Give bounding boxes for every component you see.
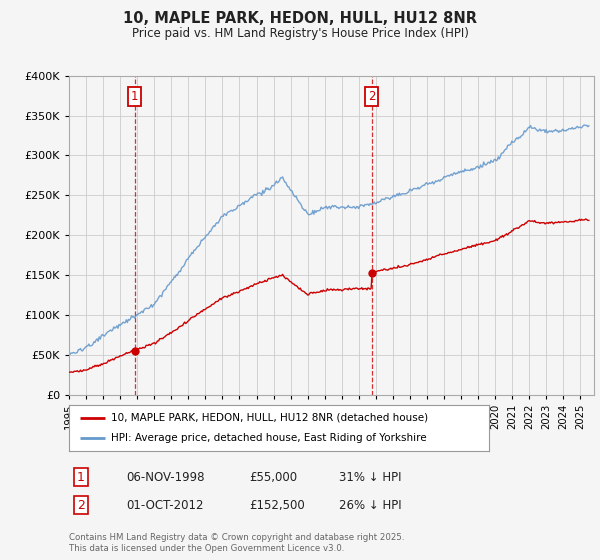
Text: 2: 2 [368,90,376,103]
Text: £55,000: £55,000 [249,470,297,484]
Text: 26% ↓ HPI: 26% ↓ HPI [339,498,401,512]
Text: 10, MAPLE PARK, HEDON, HULL, HU12 8NR: 10, MAPLE PARK, HEDON, HULL, HU12 8NR [123,11,477,26]
Text: 2: 2 [77,498,85,512]
Text: 10, MAPLE PARK, HEDON, HULL, HU12 8NR (detached house): 10, MAPLE PARK, HEDON, HULL, HU12 8NR (d… [111,413,428,423]
Text: 1: 1 [131,90,139,103]
Text: HPI: Average price, detached house, East Riding of Yorkshire: HPI: Average price, detached house, East… [111,433,427,443]
Text: 1: 1 [77,470,85,484]
Text: 01-OCT-2012: 01-OCT-2012 [126,498,203,512]
Text: 31% ↓ HPI: 31% ↓ HPI [339,470,401,484]
Text: 06-NOV-1998: 06-NOV-1998 [126,470,205,484]
Text: Price paid vs. HM Land Registry's House Price Index (HPI): Price paid vs. HM Land Registry's House … [131,27,469,40]
Text: £152,500: £152,500 [249,498,305,512]
Text: Contains HM Land Registry data © Crown copyright and database right 2025.
This d: Contains HM Land Registry data © Crown c… [69,533,404,553]
